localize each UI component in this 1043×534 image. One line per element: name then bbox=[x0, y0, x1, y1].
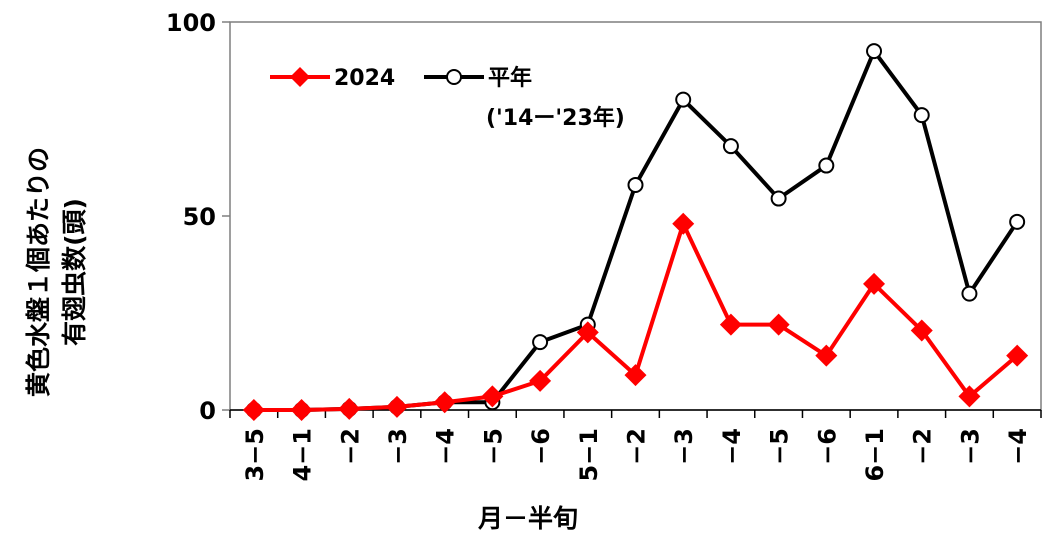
data-point-2024 bbox=[863, 272, 886, 295]
x-tick-label: −4 bbox=[718, 428, 746, 465]
data-point-2024 bbox=[624, 364, 647, 387]
series-lines bbox=[253, 49, 1019, 412]
data-point-2024 bbox=[385, 395, 408, 418]
x-tick-label: −5 bbox=[479, 428, 507, 465]
x-tick-label: 3−5 bbox=[241, 428, 269, 482]
x-tick-label: −4 bbox=[432, 428, 460, 465]
data-point-heinen bbox=[675, 91, 692, 108]
data-point-2024 bbox=[433, 391, 456, 414]
data-point-2024 bbox=[719, 313, 742, 336]
data-point-2024 bbox=[958, 385, 981, 408]
data-point-2024 bbox=[1006, 344, 1029, 367]
data-point-heinen bbox=[722, 138, 739, 155]
x-tick-label: −2 bbox=[909, 428, 937, 465]
y-axis-ticks: 0 50 100 bbox=[166, 9, 230, 425]
data-point-heinen bbox=[627, 176, 644, 193]
x-tick-label: 4−1 bbox=[289, 428, 317, 482]
data-point-2024 bbox=[672, 212, 695, 235]
data-point-heinen bbox=[961, 285, 978, 302]
data-point-2024 bbox=[338, 397, 361, 420]
data-point-2024 bbox=[529, 369, 552, 392]
legend-label-2024: 2024 bbox=[334, 66, 395, 91]
y-axis-label-line2: 有翅虫数(頭) bbox=[60, 198, 89, 346]
data-point-2024 bbox=[767, 313, 790, 336]
x-tick-label: −3 bbox=[670, 428, 698, 465]
data-point-heinen bbox=[866, 43, 883, 60]
x-tick-label: 6−1 bbox=[861, 428, 889, 482]
data-point-2024 bbox=[481, 385, 504, 408]
x-tick-label: −6 bbox=[527, 428, 555, 465]
data-point-heinen bbox=[818, 157, 835, 174]
data-point-2024 bbox=[815, 344, 838, 367]
y-axis-label: 黄色水盤１個あたりの 有翅虫数(頭) bbox=[24, 147, 89, 397]
legend-item-2024: 2024 bbox=[270, 66, 395, 91]
y-tick-label: 0 bbox=[199, 397, 216, 425]
legend: 2024 平年 ('14ー'23年) bbox=[270, 65, 625, 131]
y-tick-label: 100 bbox=[166, 9, 216, 37]
legend-diamond-marker bbox=[290, 67, 310, 87]
legend-item-heinen: 平年 ('14ー'23年) bbox=[424, 65, 625, 131]
x-tick-label: −4 bbox=[1004, 428, 1032, 465]
x-axis-ticks: 3−5 4−1 −2 −3 −4 −5 −6 5−1 −2 −3 −4 −5 −6 6−1 −2 −3 −4 bbox=[229, 410, 1042, 482]
y-axis-label-line1: 黄色水盤１個あたりの bbox=[24, 147, 53, 397]
x-tick-label: −6 bbox=[813, 428, 841, 465]
data-point-heinen bbox=[770, 190, 787, 207]
x-tick-label: 5−1 bbox=[575, 428, 603, 482]
x-tick-label: −3 bbox=[956, 428, 984, 465]
data-point-2024 bbox=[910, 319, 933, 342]
legend-label-heinen: 平年 bbox=[488, 65, 532, 91]
data-point-2024 bbox=[290, 399, 313, 421]
x-tick-label: −3 bbox=[384, 428, 412, 465]
data-point-heinen bbox=[913, 107, 930, 124]
legend-circle-marker bbox=[446, 69, 462, 85]
data-point-2024 bbox=[576, 321, 599, 344]
x-tick-label: −2 bbox=[336, 428, 364, 465]
legend-label-heinen-note: ('14ー'23年) bbox=[486, 105, 625, 131]
series-line-1 bbox=[253, 49, 1019, 412]
x-tick-label: −5 bbox=[766, 428, 794, 465]
y-tick-label: 50 bbox=[183, 203, 216, 231]
data-point-heinen bbox=[532, 334, 549, 351]
series-markers bbox=[242, 43, 1029, 421]
data-point-2024 bbox=[242, 399, 265, 421]
data-point-heinen bbox=[1009, 213, 1026, 230]
x-axis-label: 月－半旬 bbox=[477, 504, 578, 533]
x-tick-label: −2 bbox=[623, 428, 651, 465]
